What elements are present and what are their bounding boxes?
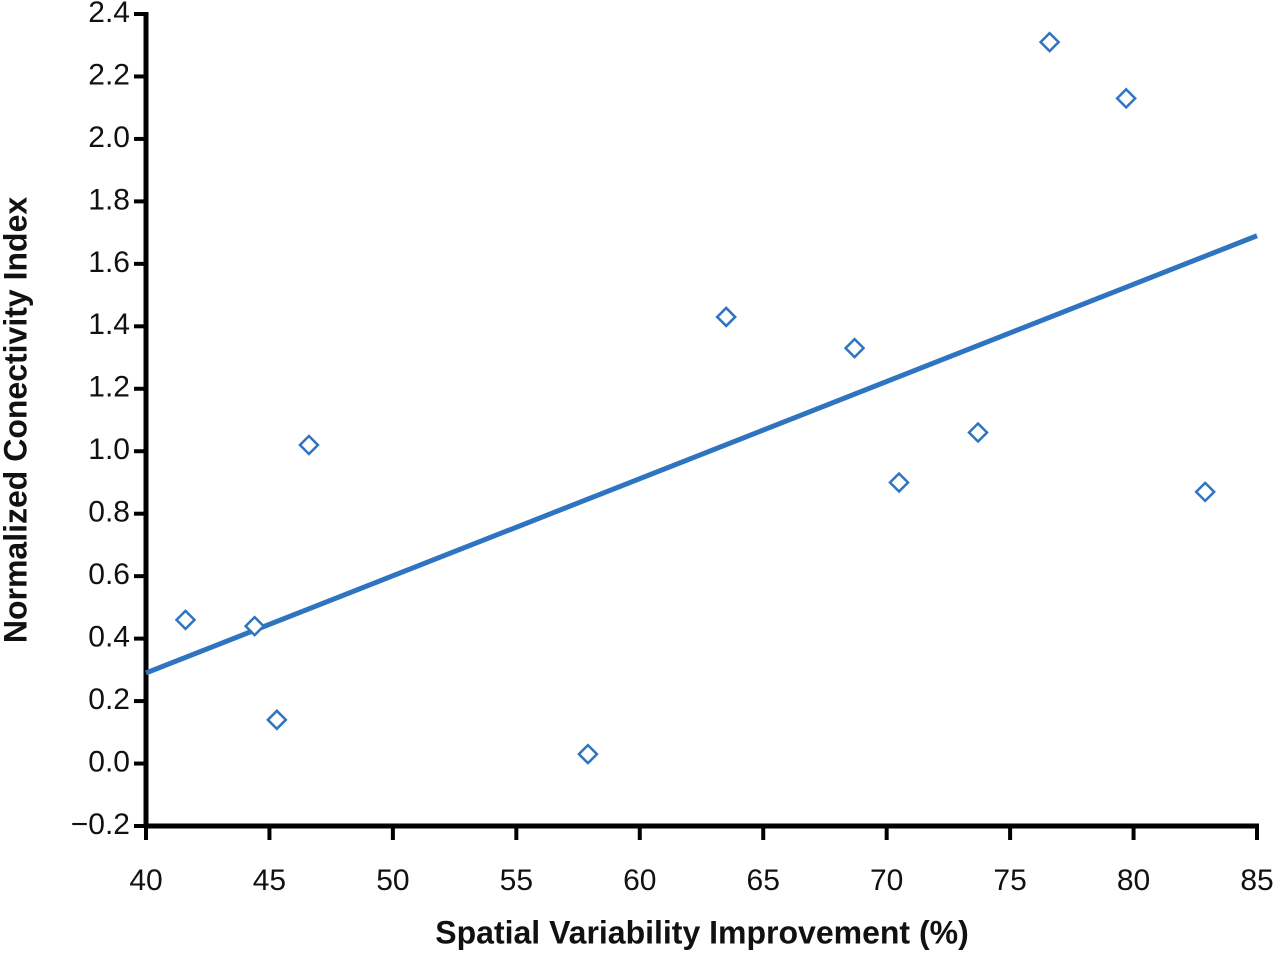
point (715, 306, 737, 328)
x-tick-label: 50 (376, 864, 409, 897)
point (577, 743, 599, 765)
y-tick-label: 1.6 (88, 246, 130, 279)
point (1194, 481, 1216, 503)
x-tick-label: 65 (747, 864, 780, 897)
y-tick-label: 2.0 (88, 121, 130, 154)
point (967, 421, 989, 444)
y-tick-label: 0.6 (88, 558, 130, 591)
point (298, 434, 320, 456)
y-axis-title: Normalized Conectivity Index (0, 197, 33, 644)
y-tick-label: 0.2 (88, 683, 130, 716)
point (843, 337, 866, 359)
point (243, 615, 266, 637)
x-tick-label: 70 (870, 864, 903, 897)
y-tick-label: 2.2 (88, 58, 130, 91)
point (888, 471, 910, 494)
y-tick-label: 1.4 (88, 308, 130, 341)
point (266, 709, 288, 731)
y-tick-label: 0.0 (88, 745, 130, 778)
x-tick-label: 40 (129, 864, 162, 897)
point (1038, 31, 1061, 53)
point (174, 609, 197, 631)
point (1115, 87, 1137, 110)
x-tick-label: 75 (993, 864, 1026, 897)
y-tick-label: 2.4 (88, 0, 130, 29)
x-tick-label: 80 (1117, 864, 1150, 897)
x-axis-title: Spatial Variability Improvement (%) (435, 914, 968, 950)
x-tick-label: 85 (1240, 864, 1273, 897)
x-tick-label: 55 (500, 864, 533, 897)
y-tick-label: −0.2 (71, 808, 130, 841)
x-tick-label: 45 (253, 864, 286, 897)
y-tick-label: 1.0 (88, 433, 130, 466)
y-tick-label: 0.8 (88, 496, 130, 529)
y-tick-label: 1.2 (88, 371, 130, 404)
y-tick-label: 1.8 (88, 183, 130, 216)
trendline (145, 233, 1258, 676)
x-tick-label: 60 (623, 864, 656, 897)
y-tick-label: 0.4 (88, 621, 130, 654)
